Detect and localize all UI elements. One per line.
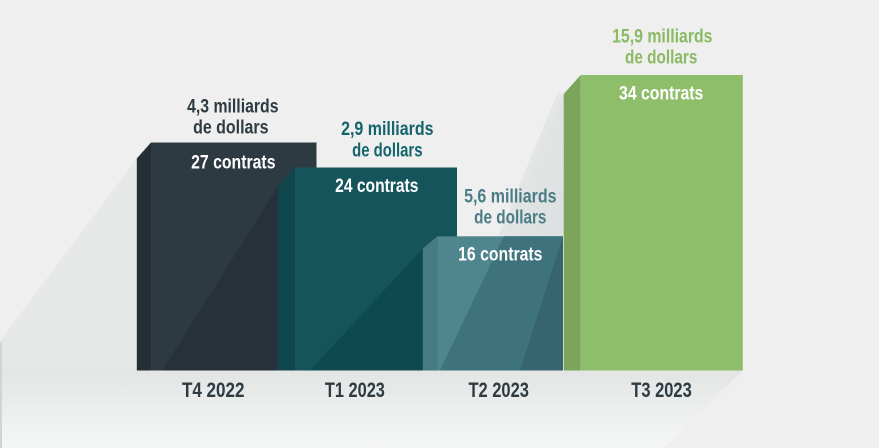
svg-text:2,9 milliards: 2,9 milliards — [341, 118, 434, 140]
svg-text:4,3 milliards: 4,3 milliards — [187, 95, 279, 117]
svg-text:de dollars: de dollars — [474, 207, 546, 229]
svg-text:24 contrats: 24 contrats — [335, 175, 418, 197]
svg-text:T3 2023: T3 2023 — [631, 379, 692, 402]
svg-text:T1 2023: T1 2023 — [325, 379, 385, 402]
svg-text:de dollars: de dollars — [625, 47, 697, 69]
svg-text:27 contrats: 27 contrats — [191, 151, 276, 173]
svg-text:5,6 milliards: 5,6 milliards — [464, 185, 557, 207]
svg-text:de dollars: de dollars — [352, 139, 423, 161]
svg-text:16 contrats: 16 contrats — [458, 244, 542, 266]
svg-text:T2 2023: T2 2023 — [468, 379, 529, 402]
svg-text:T4 2022: T4 2022 — [182, 379, 245, 402]
svg-text:15,9 milliards: 15,9 milliards — [612, 26, 713, 48]
svg-text:de dollars: de dollars — [193, 116, 269, 138]
svg-text:34 contrats: 34 contrats — [619, 83, 703, 105]
